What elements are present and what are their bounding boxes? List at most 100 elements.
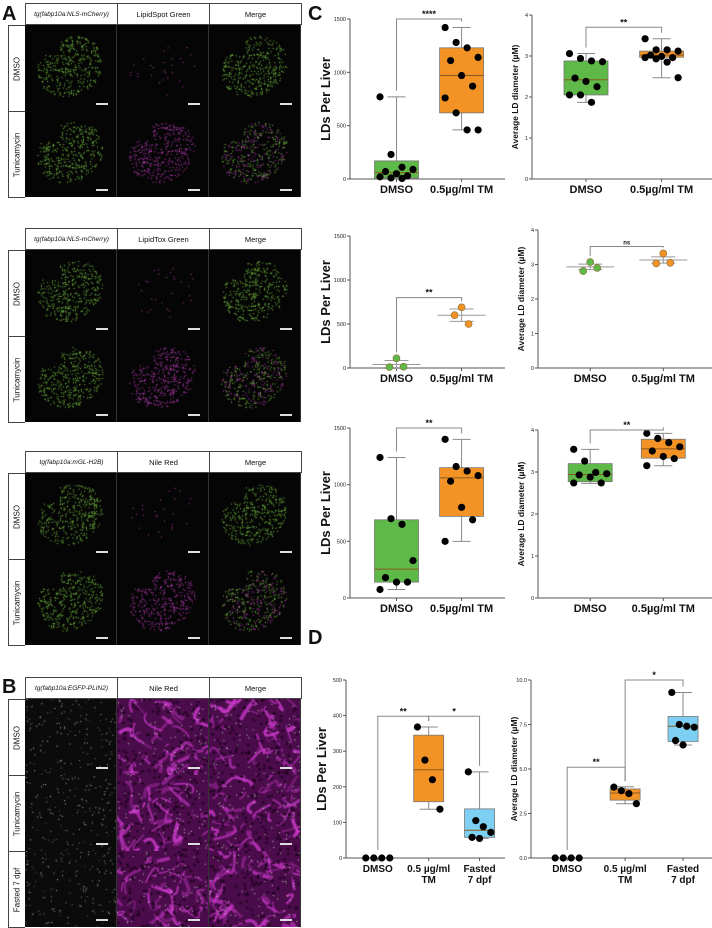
micro-header-row: tg(fabp10a:NLS-mCherry) LipidSpot Green Me… — [25, 3, 302, 25]
micrograph-image — [209, 473, 300, 559]
data-point — [576, 54, 585, 63]
chart-D-diameter: 0.0 2.5 5.0 7.5 10.0 Average LD diameter (µM)… — [509, 670, 712, 886]
data-point — [387, 174, 395, 182]
data-point — [376, 453, 384, 462]
y-axis-label: Average LD diameter (µM) — [510, 44, 520, 149]
micro-header-cell: tg(fabp10a:NLS-mCherry) — [25, 228, 118, 250]
micro-image-cell — [209, 851, 301, 927]
series-1 — [437, 303, 486, 328]
micrograph-image — [117, 775, 208, 851]
series-1 — [639, 35, 685, 82]
scale-bar — [96, 919, 108, 921]
data-point — [386, 854, 394, 862]
y-tick-label: 0 — [339, 856, 342, 862]
scale-bar — [188, 189, 200, 191]
micro-image-row — [25, 775, 301, 851]
y-tick-label: 1 — [531, 554, 534, 560]
series-0 — [563, 49, 609, 106]
data-point — [643, 429, 651, 437]
micrograph-image — [25, 25, 116, 111]
y-tick-label: 300 — [333, 749, 342, 755]
data-point — [376, 93, 384, 101]
data-point — [468, 833, 476, 841]
data-point — [652, 259, 661, 268]
scale-bar — [280, 414, 292, 416]
micro-image-cell — [25, 336, 117, 422]
micro-header-cell: Merge — [210, 3, 302, 25]
micrograph-image — [209, 25, 300, 111]
chart-C3-diameter: 0 1 2 3 4 Average LD diameter (µM) DMSO 0.5µg/m… — [516, 420, 712, 615]
scale-bar — [188, 551, 200, 553]
data-point — [675, 720, 683, 729]
chart-C2-diameter: 0 1 2 3 4 Average LD diameter (µM) DMSO 0.5µg/m… — [516, 228, 712, 385]
series-0 — [566, 258, 615, 275]
micrograph-image — [25, 336, 116, 422]
micro-row-label: Tunicamycin — [8, 559, 25, 646]
significance-bracket — [585, 26, 663, 48]
y-tick-label: 2.5 — [519, 812, 527, 818]
data-point — [658, 52, 666, 61]
y-tick-label: 500 — [337, 124, 346, 130]
micro-image-cell — [209, 775, 301, 851]
micro-row-label-text: DMSO — [12, 281, 22, 306]
y-tick-label: 2 — [531, 512, 534, 518]
y-tick-label: 4 — [531, 228, 534, 234]
data-point — [570, 445, 578, 453]
y-tick-label: 0 — [343, 177, 346, 183]
data-point — [436, 805, 444, 813]
data-point — [362, 854, 370, 862]
data-point — [463, 467, 471, 475]
data-point — [648, 447, 656, 455]
significance-bracket — [624, 679, 684, 782]
micrograph-image — [117, 250, 208, 336]
data-point — [464, 768, 472, 776]
series-0 — [567, 445, 613, 487]
scale-bar — [280, 843, 292, 845]
data-point — [586, 258, 594, 266]
micro-row-label: DMSO — [8, 699, 25, 776]
scale-bar — [96, 843, 108, 845]
micrograph-image — [25, 111, 116, 197]
data-point — [559, 854, 567, 862]
data-point — [487, 828, 495, 836]
data-point — [593, 264, 601, 272]
micro-image-cell — [209, 699, 301, 775]
micro-header-row: tg(fabp10a:mGL-H2B) Nile Red Merge — [25, 451, 302, 473]
micro-image-cell — [117, 250, 209, 336]
micro-row-label-text: Fasted 7 dpf — [12, 867, 22, 912]
data-point — [576, 91, 585, 99]
data-point — [654, 434, 662, 442]
micro-image-cell — [25, 775, 117, 851]
micro-row-label: Fasted 7 dpf — [8, 851, 25, 928]
chart-C2-count: 0 500 1000 1500 LDs Per Liver DMSO 0.5µg/ml TM… — [318, 234, 505, 385]
data-point — [464, 320, 473, 328]
scale-bar — [96, 328, 108, 330]
y-tick-label: 1000 — [334, 70, 346, 76]
micrograph-image — [117, 25, 208, 111]
series-0 — [374, 93, 419, 183]
series-2 — [464, 768, 495, 843]
micro-image-cell — [25, 473, 117, 559]
micro-image-cell — [25, 851, 117, 927]
micro-header-cell: Nile Red — [118, 451, 210, 473]
data-point — [385, 363, 394, 371]
micro-row-label: Tunicamycin — [8, 336, 25, 423]
y-tick-label: 3 — [531, 470, 534, 476]
data-point — [450, 311, 459, 319]
data-point — [398, 520, 406, 528]
scale-bar — [96, 414, 108, 416]
x-tick-label: DMSO — [363, 864, 393, 875]
micro-header-cell: tg(fabp10a:EGFP-PLIN2) — [25, 677, 118, 699]
data-point — [597, 479, 605, 487]
data-point — [659, 452, 667, 461]
data-point — [617, 787, 625, 795]
box — [374, 519, 419, 583]
micro-image-cell — [117, 473, 209, 559]
micro-image-cell — [25, 111, 117, 197]
data-point — [381, 574, 390, 582]
significance-label: ** — [593, 757, 601, 767]
x-tick-label: DMSO — [552, 864, 582, 875]
data-point — [441, 435, 449, 443]
series-2 — [667, 688, 699, 749]
micro-image-cell — [117, 111, 209, 197]
